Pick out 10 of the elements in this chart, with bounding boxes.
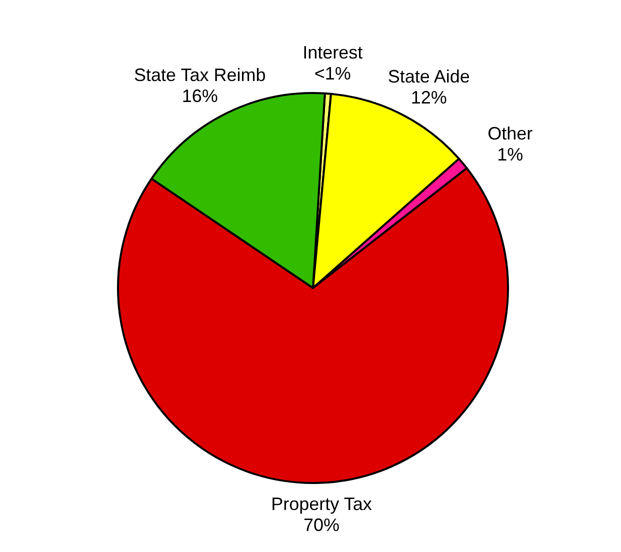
slice-label: Property Tax: [271, 494, 372, 514]
data-label: 16%: [182, 86, 218, 106]
data-label: <1%: [314, 63, 351, 84]
slice-label: State Tax Reimb: [134, 65, 266, 86]
data-label: 12%: [410, 87, 447, 108]
slice-label: Other: [488, 124, 533, 144]
data-label: 1%: [497, 144, 524, 165]
slice-label: Interest: [302, 42, 363, 62]
slice-label: State Aide: [388, 66, 470, 86]
data-label: 70%: [303, 515, 340, 536]
